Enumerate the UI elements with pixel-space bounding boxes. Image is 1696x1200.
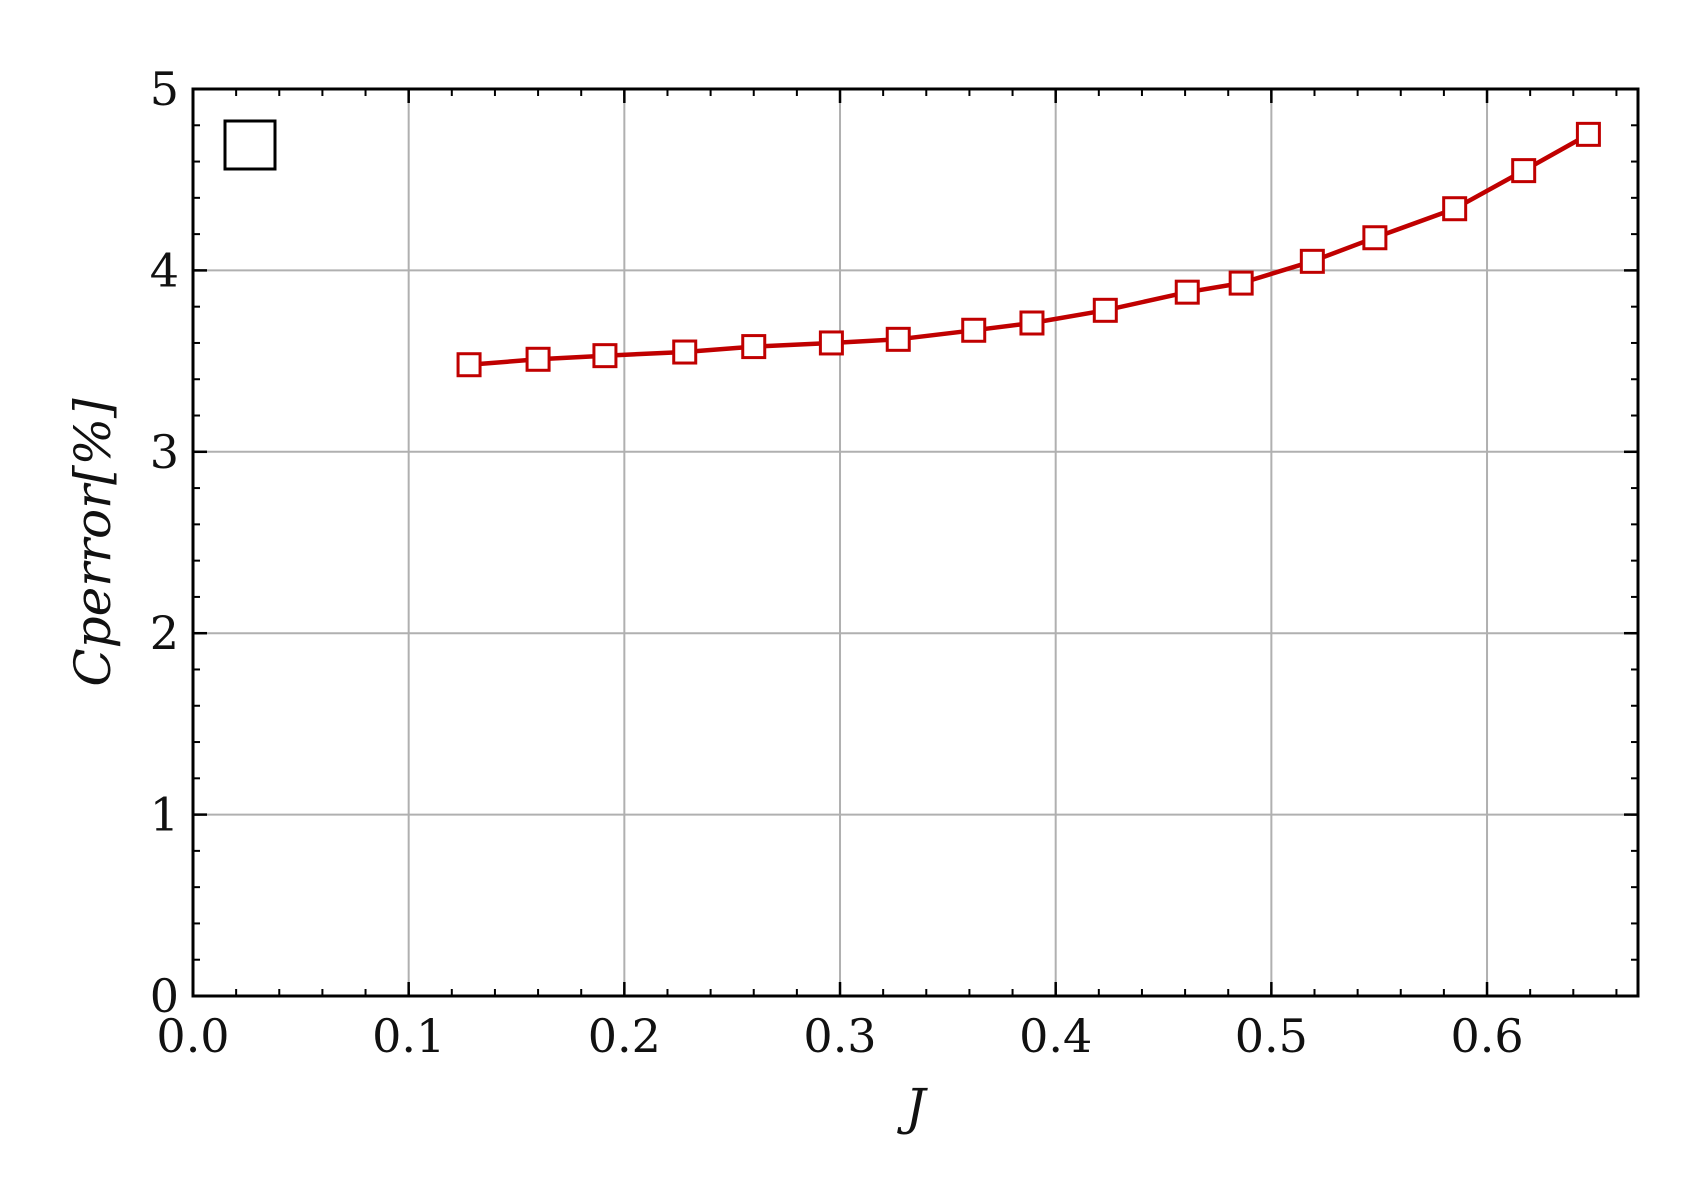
y-axis-title: Cperror[%] — [64, 398, 122, 687]
data-point — [672, 339, 698, 365]
y-tick-label: 0 — [150, 969, 179, 1023]
data-point — [525, 346, 551, 372]
y-tick-label: 1 — [150, 788, 179, 842]
y-tick-label: 5 — [150, 62, 179, 116]
data-point — [1228, 270, 1254, 296]
major-ticks — [191, 87, 1638, 998]
data-point — [592, 343, 618, 369]
data-point — [818, 330, 844, 356]
grid — [193, 89, 1638, 996]
x-tick-label: 0.1 — [372, 1009, 445, 1063]
legend — [223, 119, 277, 171]
data-point — [1092, 297, 1118, 323]
data-point — [1442, 196, 1468, 222]
x-tick-label: 0.6 — [1450, 1009, 1523, 1063]
series-layer — [456, 121, 1601, 378]
plot-frame — [191, 87, 1640, 998]
x-tick-label: 0.4 — [1019, 1009, 1092, 1063]
data-point — [456, 352, 482, 378]
x-tick-labels: 0.0 0.1 0.2 0.3 0.4 0.5 0.6 — [156, 1009, 1523, 1063]
x-tick-label: 0.2 — [588, 1009, 661, 1063]
data-point — [1575, 121, 1601, 147]
data-point — [1511, 158, 1537, 184]
data-point — [1174, 279, 1200, 305]
y-tick-label: 4 — [150, 243, 179, 297]
x-axis-title: J — [896, 1078, 928, 1136]
y-tick-label: 3 — [150, 425, 179, 479]
data-point — [1362, 225, 1388, 251]
minor-ticks — [192, 88, 1638, 997]
data-point — [961, 317, 987, 343]
y-tick-labels: 0 1 2 3 4 5 — [150, 62, 179, 1023]
x-tick-label: 0.0 — [156, 1009, 229, 1063]
data-point — [1299, 248, 1325, 274]
data-point — [885, 326, 911, 352]
data-point — [1019, 310, 1045, 336]
x-tick-label: 0.5 — [1235, 1009, 1308, 1063]
legend-box — [223, 119, 277, 171]
y-tick-label: 2 — [150, 606, 179, 660]
x-tick-label: 0.3 — [803, 1009, 876, 1063]
data-point — [741, 334, 767, 360]
